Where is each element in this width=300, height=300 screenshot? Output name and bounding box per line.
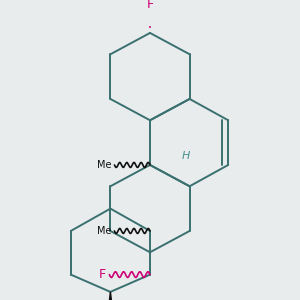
Text: F: F xyxy=(99,268,106,281)
Text: Me: Me xyxy=(97,226,111,236)
Text: H: H xyxy=(182,151,190,161)
Polygon shape xyxy=(109,292,112,300)
Text: Me: Me xyxy=(97,160,111,170)
Text: F: F xyxy=(146,0,154,11)
